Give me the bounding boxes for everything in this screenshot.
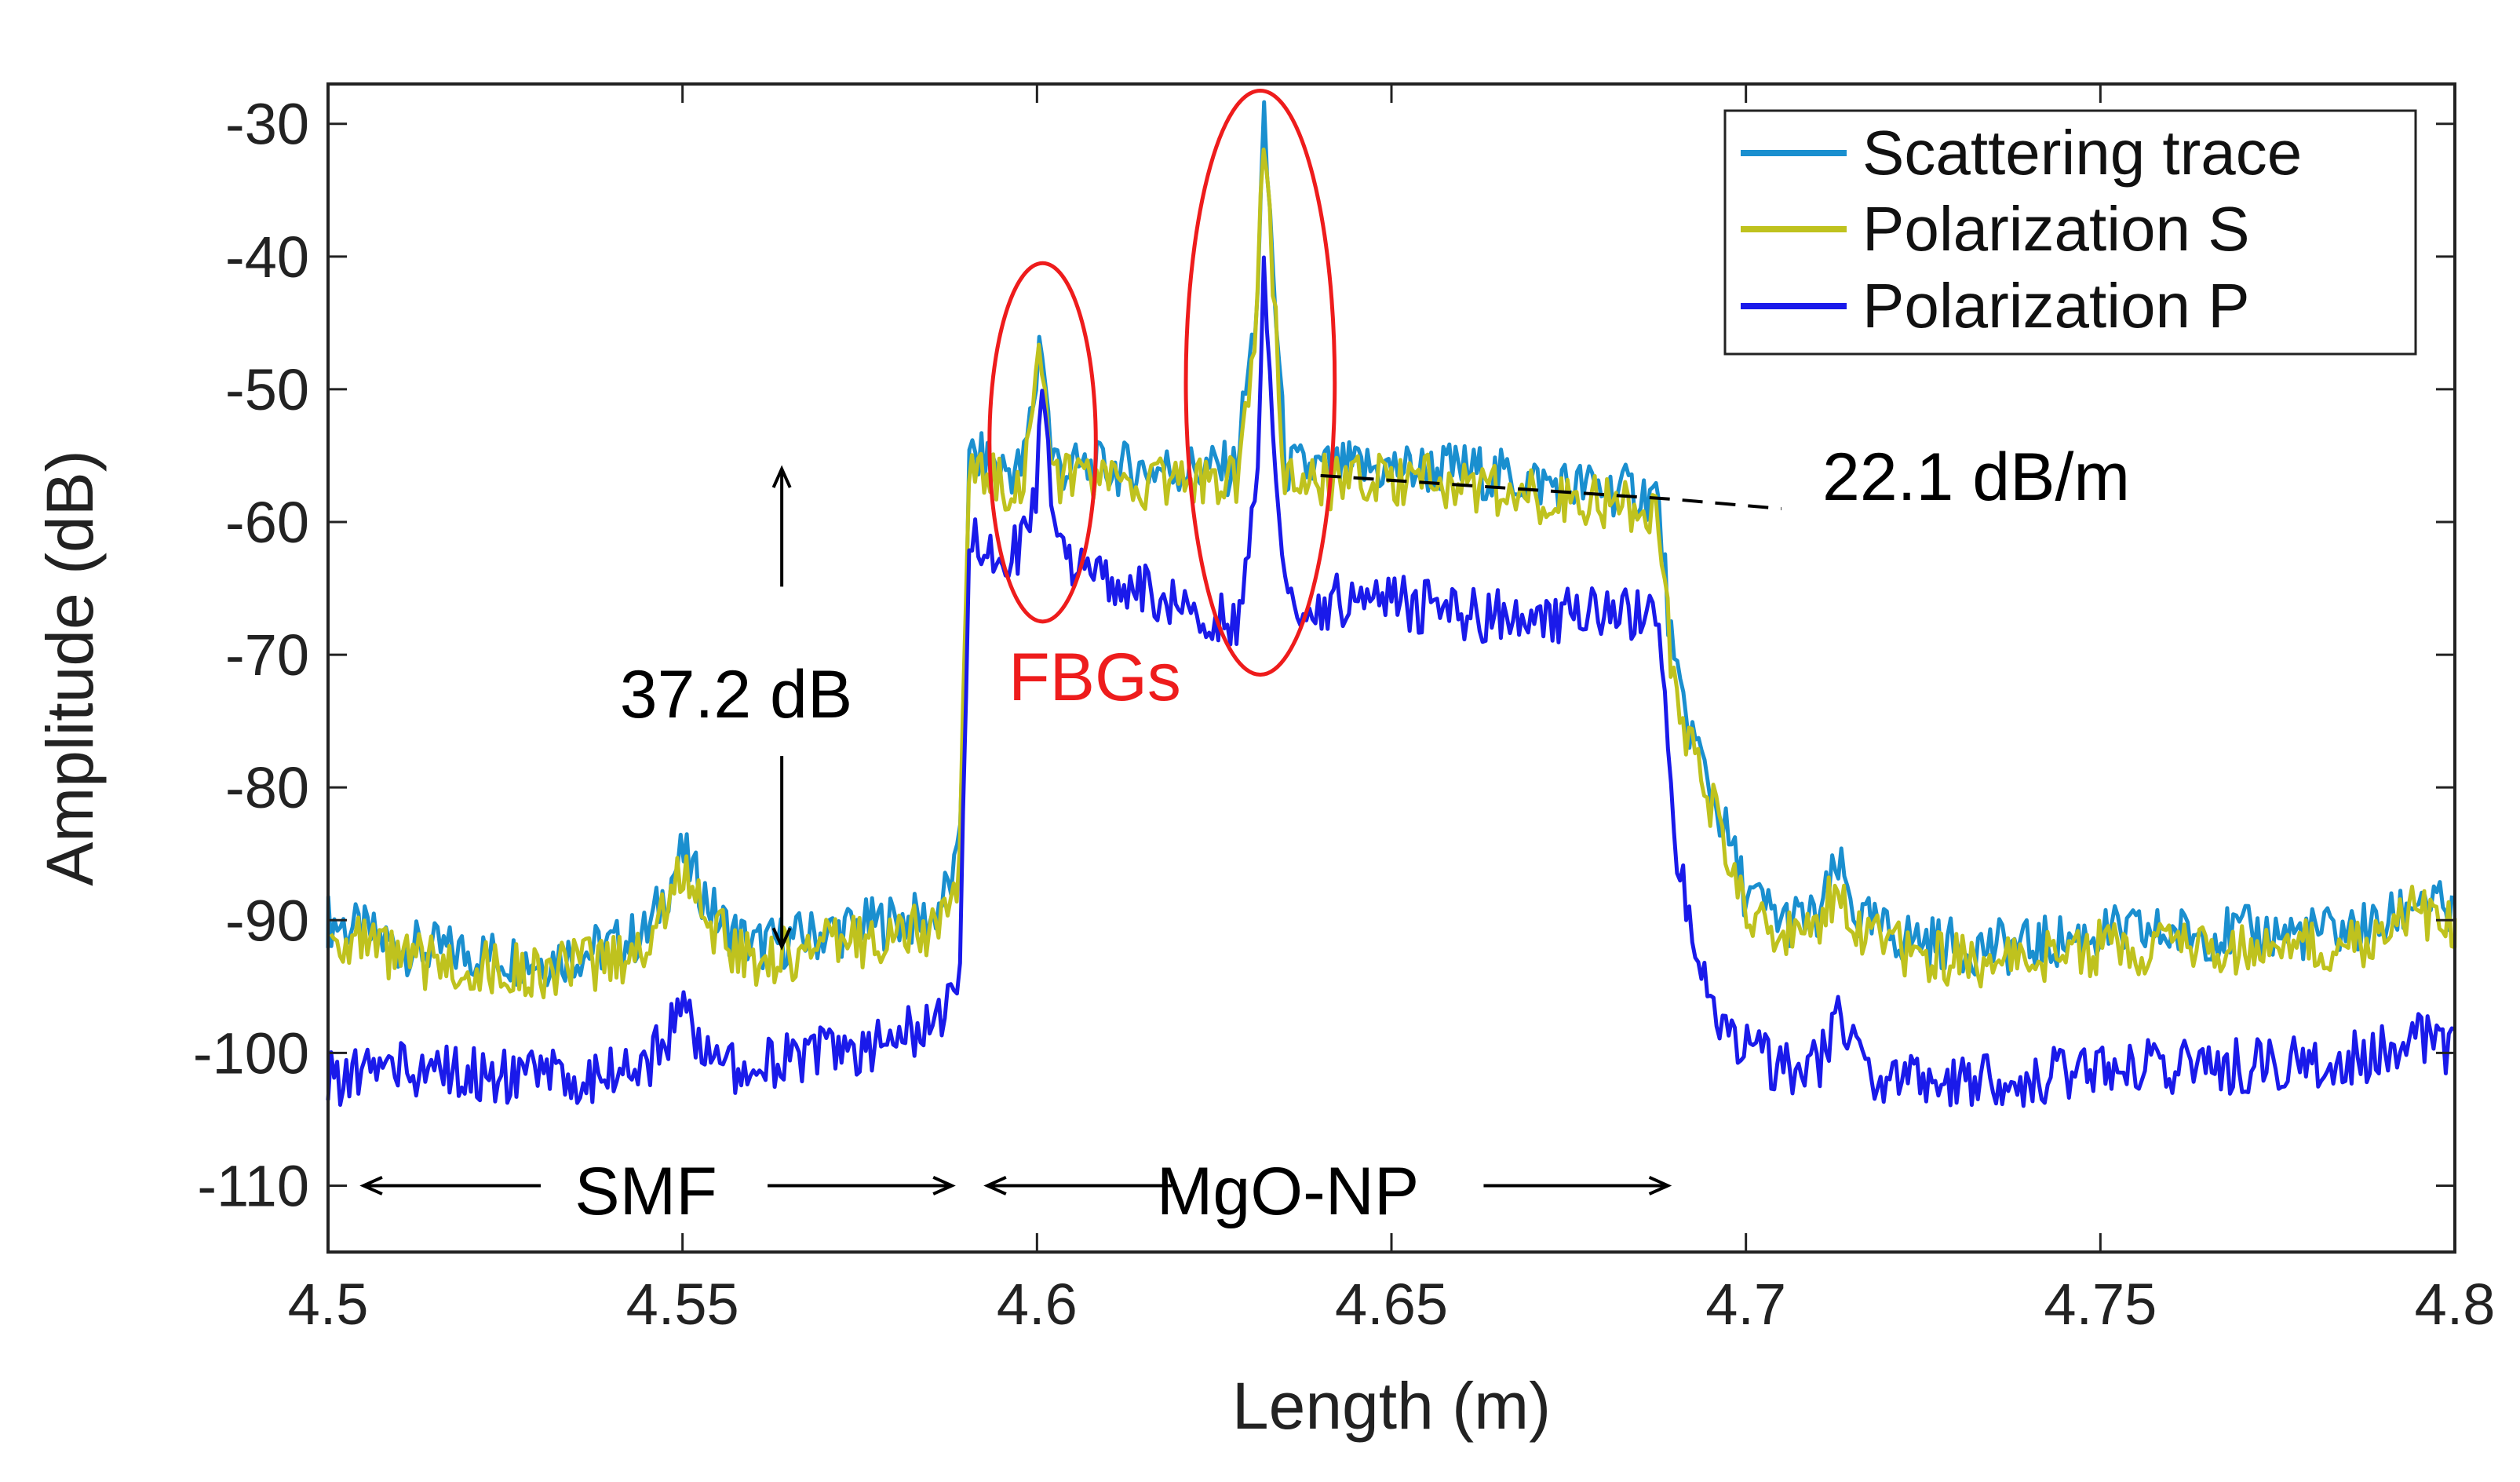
fbg-ellipse-1 xyxy=(987,261,1098,624)
smf-arrow-right-head xyxy=(932,1176,956,1195)
slope-dashed-line xyxy=(1320,473,1782,511)
x-tick-label: 4.5 xyxy=(288,1272,369,1337)
fbg-ellipse-2 xyxy=(1183,88,1337,677)
slope-label: 22.1 dB/m xyxy=(1822,440,2130,515)
legend-label-scattering-trace: Scattering trace xyxy=(1862,118,2302,188)
mgo-arrow-right-head xyxy=(1648,1176,1672,1195)
legend-label-polarization-p: Polarization P xyxy=(1862,271,2250,341)
y-tick-label: -100 xyxy=(193,1020,309,1086)
smf-label: SMF xyxy=(574,1154,717,1229)
y-tick-label: -110 xyxy=(197,1153,309,1218)
series-layer xyxy=(326,100,2457,1108)
dynamic-range-label: 37.2 dB xyxy=(620,657,852,732)
mgo-arrow-left-head xyxy=(983,1176,1007,1195)
x-axis-label: Length (m) xyxy=(1232,1369,1551,1443)
x-tick-label: 4.65 xyxy=(1335,1272,1448,1337)
x-tick-label: 4.75 xyxy=(2044,1272,2157,1337)
smf-arrow-left-head xyxy=(359,1176,383,1195)
series-line-polarization-p xyxy=(326,255,2456,1108)
y-tick-label: -70 xyxy=(225,622,309,688)
mgo-np-label: MgO-NP xyxy=(1157,1154,1419,1229)
fbg-label: FBGs xyxy=(1008,640,1181,715)
y-tick-label: -90 xyxy=(225,888,309,953)
x-tick-label: 4.7 xyxy=(1705,1272,1786,1337)
annotation-layer xyxy=(359,88,1782,1195)
y-axis-ticks: -30 -40 -50 -60 -70 -80 -90 -100 -110 xyxy=(193,92,2455,1218)
x-tick-label: 4.6 xyxy=(997,1272,1078,1337)
dynamic-range-arrow-up-head xyxy=(771,465,792,488)
y-tick-label: -80 xyxy=(225,755,309,820)
y-tick-label: -30 xyxy=(225,92,309,157)
x-tick-label: 4.8 xyxy=(2415,1272,2496,1337)
y-tick-label: -60 xyxy=(225,490,309,555)
x-tick-label: 4.55 xyxy=(626,1272,739,1337)
y-tick-label: -40 xyxy=(225,224,309,290)
y-axis-label: Amplitude (dB) xyxy=(33,450,107,886)
y-tick-label: -50 xyxy=(225,357,309,422)
series-line-polarization-s xyxy=(329,148,2457,1000)
dynamic-range-arrow-down-head xyxy=(771,927,792,951)
x-axis-ticks: 4.5 4.55 4.6 4.65 4.7 4.75 4.8 xyxy=(288,84,2496,1337)
legend-label-polarization-s: Polarization S xyxy=(1862,194,2250,264)
legend: Scattering trace Polarization S Polariza… xyxy=(1723,109,2417,356)
